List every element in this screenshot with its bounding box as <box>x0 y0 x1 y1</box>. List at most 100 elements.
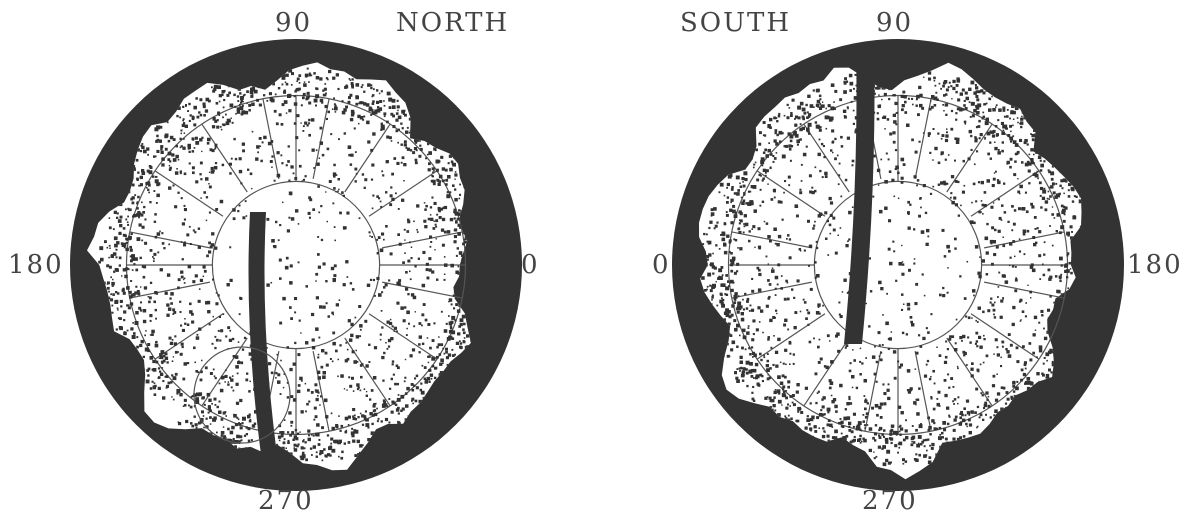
scatter-point <box>791 288 794 291</box>
scatter-point <box>981 394 984 397</box>
scatter-point <box>372 132 376 136</box>
scatter-point <box>940 181 944 185</box>
scatter-point <box>774 294 777 296</box>
scatter-point <box>308 101 312 105</box>
scatter-point <box>370 389 374 392</box>
scatter-point <box>130 327 134 331</box>
scatter-point <box>981 259 985 263</box>
scatter-point <box>370 84 373 87</box>
scatter-point <box>777 263 781 267</box>
scatter-point <box>446 337 451 341</box>
scatter-point <box>1036 170 1039 173</box>
scatter-point <box>430 377 433 380</box>
scatter-point <box>797 116 801 120</box>
scatter-point <box>277 87 281 90</box>
scatter-point <box>183 218 186 221</box>
scatter-point <box>984 401 988 405</box>
scatter-point <box>944 355 948 359</box>
scatter-point <box>428 369 430 372</box>
scatter-point <box>1015 266 1017 268</box>
scatter-point <box>953 418 957 422</box>
scatter-point <box>1049 348 1052 351</box>
scatter-point <box>160 148 163 151</box>
scatter-point <box>1032 333 1036 337</box>
scatter-point <box>1053 301 1056 304</box>
scatter-point <box>913 262 916 265</box>
scatter-point <box>391 325 394 328</box>
scatter-point <box>287 267 289 269</box>
grid-spoke <box>731 281 813 299</box>
scatter-point <box>886 118 890 121</box>
scatter-point <box>971 317 973 319</box>
scatter-point <box>293 447 295 449</box>
scatter-point <box>937 390 941 394</box>
scatter-point <box>337 178 340 181</box>
scatter-point <box>397 141 399 144</box>
scatter-point <box>837 183 840 186</box>
scatter-point <box>338 415 340 417</box>
scatter-point <box>435 355 439 359</box>
scatter-point <box>304 441 307 444</box>
scatter-point <box>282 73 286 77</box>
scatter-point <box>459 323 463 327</box>
scatter-point <box>328 180 332 183</box>
scatter-point <box>961 88 965 92</box>
scatter-point <box>789 395 793 398</box>
scatter-point <box>762 168 766 172</box>
scatter-point <box>390 112 394 116</box>
scatter-point <box>707 240 712 245</box>
scatter-point <box>402 261 405 264</box>
scatter-point <box>818 94 822 98</box>
scatter-point <box>347 319 351 323</box>
scatter-point <box>1063 205 1066 209</box>
scatter-point <box>1054 275 1058 278</box>
scatter-point <box>428 380 431 383</box>
scatter-point <box>883 87 886 90</box>
scatter-point <box>976 426 978 429</box>
scatter-point <box>125 237 128 241</box>
scatter-point <box>878 405 882 410</box>
scatter-point <box>392 401 396 405</box>
scatter-point <box>183 172 187 176</box>
scatter-point <box>735 175 740 180</box>
scatter-point <box>1020 319 1022 321</box>
scatter-point <box>812 227 815 230</box>
scatter-point <box>330 412 333 415</box>
scatter-point <box>745 202 748 205</box>
scatter-point <box>799 138 802 141</box>
scatter-point <box>199 113 203 117</box>
scatter-point <box>784 415 787 418</box>
scatter-point <box>968 87 972 91</box>
scatter-point <box>293 443 297 447</box>
scatter-point <box>721 303 725 308</box>
scatter-point <box>438 216 442 220</box>
scatter-point <box>127 268 130 271</box>
scatter-point <box>1047 308 1051 312</box>
scatter-point <box>281 431 285 435</box>
scatter-point <box>200 178 203 181</box>
scatter-point <box>183 362 187 366</box>
scatter-point <box>428 162 431 166</box>
scatter-point <box>403 140 407 144</box>
scatter-point <box>853 96 858 100</box>
scatter-point <box>782 385 786 389</box>
scatter-point <box>1002 297 1004 299</box>
scatter-point <box>994 398 999 402</box>
scatter-point <box>1023 361 1027 365</box>
scatter-point <box>879 402 884 406</box>
scatter-point <box>301 180 303 182</box>
scatter-point <box>730 279 734 284</box>
scatter-point <box>453 240 457 244</box>
scatter-point <box>425 379 428 381</box>
scatter-point <box>1069 268 1072 270</box>
scatter-point <box>709 263 712 266</box>
scatter-point <box>186 323 190 326</box>
scatter-point <box>834 157 837 161</box>
scatter-point <box>148 183 151 187</box>
scatter-point <box>773 396 776 399</box>
scatter-point <box>829 423 833 428</box>
scatter-point <box>884 128 886 130</box>
scatter-point <box>216 125 220 129</box>
scatter-point <box>321 459 324 462</box>
scatter-point <box>1003 124 1008 129</box>
